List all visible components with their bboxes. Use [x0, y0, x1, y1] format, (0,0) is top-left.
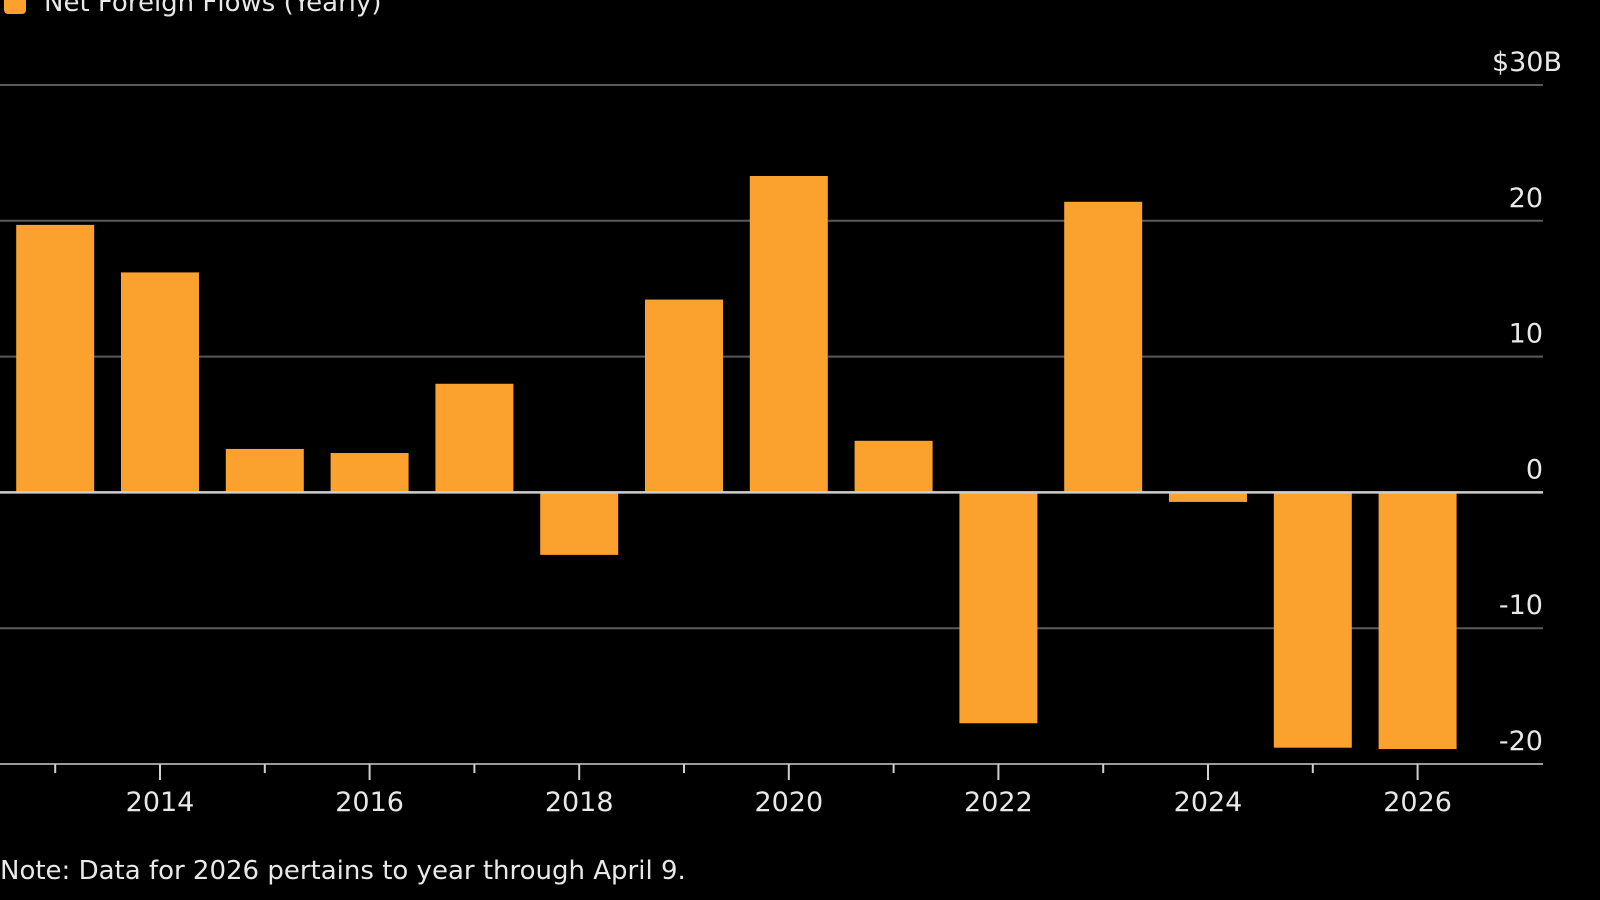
x-tick-label: 2014 [126, 787, 195, 818]
bar-2016 [330, 453, 409, 493]
x-tick-label: 2016 [335, 787, 404, 818]
bar-2017 [435, 383, 514, 493]
chart-note: Note: Data for 2026 pertains to year thr… [0, 856, 686, 886]
y-tick-label: 10 [1509, 319, 1543, 350]
y-tick-label: 0 [1526, 454, 1543, 485]
bar-2014 [121, 272, 199, 493]
bar-2015 [225, 448, 304, 493]
bar-2025 [1273, 492, 1352, 748]
bar-2013 [16, 224, 95, 493]
y-tick-label: 20 [1509, 183, 1543, 214]
bar-2021 [854, 440, 933, 493]
x-tick-label: 2026 [1383, 787, 1452, 818]
legend-label: Net Foreign Flows (Yearly) [44, 0, 382, 18]
legend: Net Foreign Flows (Yearly) [4, 0, 382, 18]
x-tick-label: 2018 [545, 787, 614, 818]
x-tick-label: 2024 [1174, 787, 1243, 818]
bar-2020 [749, 175, 828, 493]
bar-2022 [959, 492, 1038, 724]
bar-2024 [1169, 492, 1247, 502]
x-tick-label: 2022 [964, 787, 1033, 818]
y-tick-label: $30B [1492, 47, 1562, 78]
y-tick-label: -10 [1499, 590, 1543, 621]
x-tick-label: 2020 [754, 787, 823, 818]
bar-2018 [540, 492, 619, 555]
y-tick-label: -20 [1499, 726, 1543, 757]
bar-2026 [1378, 492, 1457, 750]
legend-swatch [4, 0, 26, 14]
bar-2023 [1064, 201, 1143, 493]
bar-2019 [645, 299, 723, 493]
